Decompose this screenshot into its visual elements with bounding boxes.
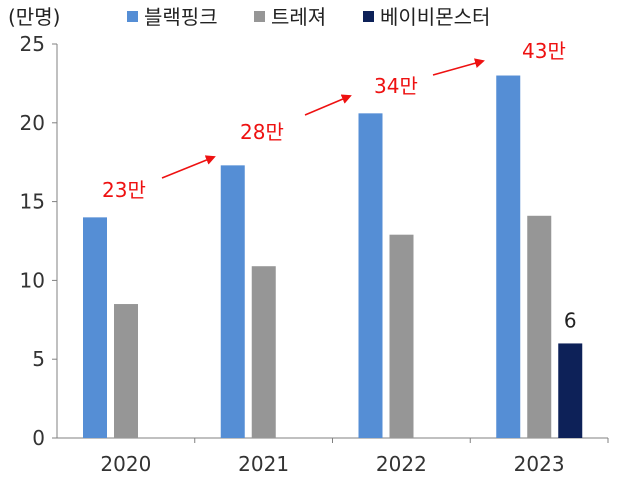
bar-블랙핑크-2023: [496, 75, 521, 439]
y-ticks: 0 5 10 15 20 25: [20, 32, 57, 450]
x-tick-label: 2022: [376, 452, 427, 476]
annotations: 23만 28만 34만 43만: [102, 39, 566, 202]
annotation-label-2021: 28만: [240, 120, 284, 144]
bar-블랙핑크-2021: [220, 165, 245, 439]
bar-블랙핑크-2020: [83, 217, 107, 438]
bar-트레져-2022: [389, 234, 414, 438]
data-label: 6: [564, 308, 577, 332]
x-tick-label: 2023: [514, 452, 565, 476]
legend-label-blackpink: 블랙핑크: [144, 5, 218, 29]
y-tick-label: 0: [32, 426, 45, 450]
annotation-arrow-2: [304, 94, 352, 116]
x-tick-label: 2021: [238, 452, 289, 476]
y-tick-label: 20: [20, 111, 45, 135]
annotation-arrow-3: [432, 58, 485, 76]
y-tick-label: 5: [32, 347, 45, 371]
annotation-label-2020: 23만: [102, 178, 146, 202]
legend-label-treasure: 트레져: [271, 5, 326, 29]
bar-베이비몬스터-2023: [558, 343, 583, 438]
legend-swatch-babymonster: [363, 11, 374, 22]
bar-트레져-2023: [527, 215, 552, 438]
bar-블랙핑크-2022: [358, 113, 383, 439]
legend-swatch-treasure: [254, 11, 265, 22]
y-unit-label: (만명): [8, 5, 60, 29]
annotation-arrow-1: [161, 155, 216, 179]
legend-label-babymonster: 베이비몬스터: [380, 5, 490, 29]
annotation-label-2023: 43만: [522, 39, 566, 63]
bar-트레져-2021: [251, 266, 276, 438]
legend: 블랙핑크 트레져 베이비몬스터: [127, 5, 490, 29]
legend-swatch-blackpink: [127, 11, 138, 22]
data-labels: 6: [564, 308, 577, 332]
x-tick-label: 2020: [100, 452, 151, 476]
y-tick-label: 10: [20, 268, 45, 292]
bars: [83, 75, 583, 439]
annotation-label-2022: 34만: [374, 74, 418, 98]
x-ticks: 2020 2021 2022 2023: [100, 438, 609, 476]
bar-트레져-2020: [114, 304, 138, 438]
y-tick-label: 15: [20, 190, 45, 214]
y-tick-label: 25: [20, 32, 45, 56]
